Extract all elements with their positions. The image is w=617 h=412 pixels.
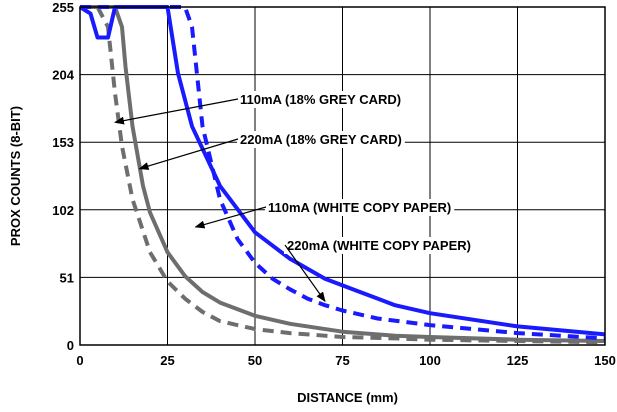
y-tick-label: 0	[67, 338, 74, 353]
grid-lines	[79, 6, 606, 346]
y-tick-label: 102	[52, 203, 74, 218]
x-tick-label: 125	[507, 353, 529, 368]
series-line-2	[80, 5, 606, 343]
annotation-arrow	[114, 98, 239, 125]
annotation-arrow	[138, 138, 239, 170]
annotation-label-background	[237, 91, 405, 108]
annotation-label: 110mA (18% GREY CARD)	[240, 92, 401, 107]
annotation-label-background	[237, 131, 405, 148]
x-tick-label: 25	[160, 353, 174, 368]
tick-labels: 0 25 50 75 100 125 150 0 51 102 153 204 255	[52, 0, 616, 368]
annotations: 110mA (18% GREY CARD) 220mA (18% GREY CAR…	[114, 91, 474, 303]
data-series	[78, 5, 606, 345]
series-line-1	[80, 5, 606, 345]
annotation-arrow	[284, 244, 326, 303]
x-axis-title: DISTANCE (mm)	[297, 390, 398, 405]
annotation-label-background	[265, 199, 455, 216]
annotation-label: 220mA (18% GREY CARD)	[240, 132, 402, 147]
y-tick-label: 153	[52, 135, 74, 150]
x-tick-label: 75	[335, 353, 349, 368]
x-tick-label: 100	[419, 353, 441, 368]
annotation-arrow	[194, 206, 267, 229]
y-axis-title: PROX COUNTS (8-BIT)	[8, 106, 23, 246]
annotation-label: 110mA (WHITE COPY PAPER)	[268, 200, 451, 215]
x-tick-label: 0	[76, 353, 83, 368]
y-tick-label: 51	[60, 270, 74, 285]
y-tick-label: 204	[52, 68, 74, 83]
y-tick-label: 255	[52, 0, 74, 15]
x-tick-label: 150	[594, 353, 616, 368]
annotation-label: 220mA (WHITE COPY PAPER)	[287, 238, 471, 253]
series-line-4	[78, 5, 606, 337]
x-tick-label: 50	[248, 353, 262, 368]
plot-frame	[79, 6, 606, 346]
annotation-label-background	[284, 237, 474, 254]
